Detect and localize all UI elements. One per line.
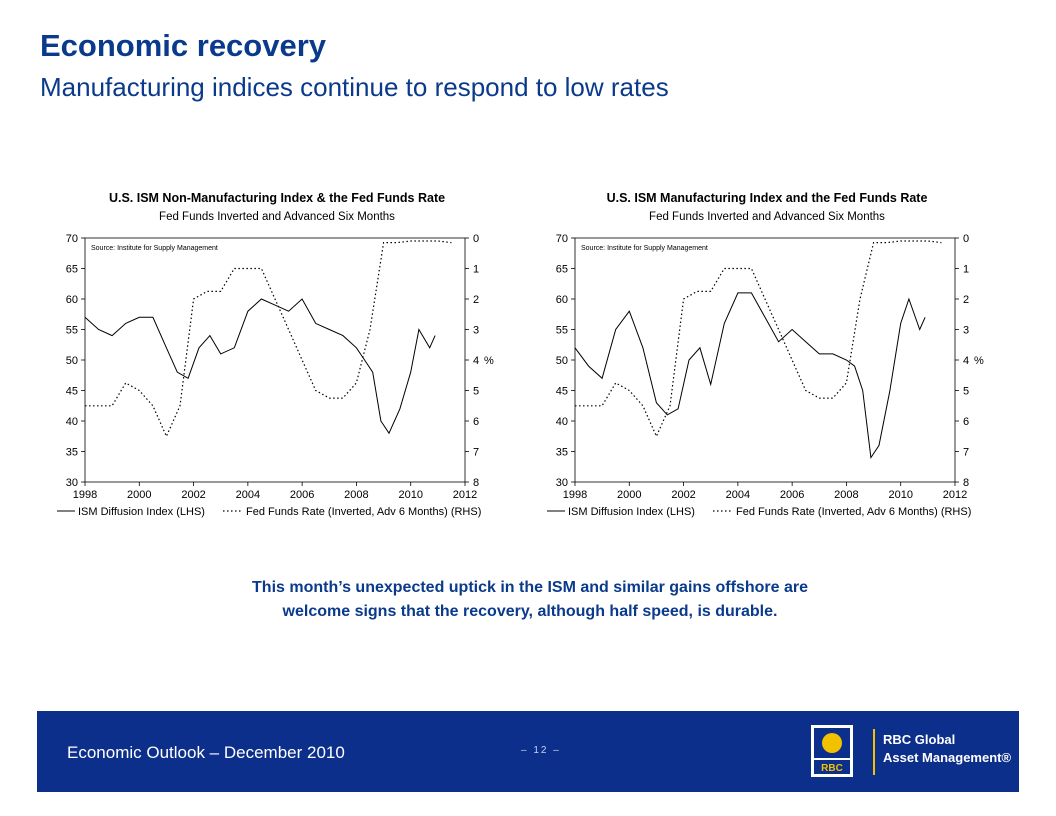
left-tick-label: 50 <box>556 355 568 367</box>
right-tick-label: 1 <box>963 264 969 276</box>
x-tick-label: 2006 <box>290 489 314 501</box>
right-tick-label: 5 <box>963 386 969 398</box>
right-tick-label: 4 <box>473 355 479 367</box>
right-tick-label: 7 <box>963 447 969 459</box>
ism-series-line <box>574 292 926 460</box>
right-tick-label: 8 <box>473 477 479 489</box>
right-tick-label: 2 <box>963 294 969 306</box>
source-note: Source: Institute for Supply Management <box>581 245 708 252</box>
x-tick-label: 2010 <box>888 489 912 501</box>
left-tick-label: 35 <box>556 447 568 459</box>
x-tick-label: 2000 <box>617 489 641 501</box>
legend-fed-label: Fed Funds Rate (Inverted, Adv 6 Months) … <box>246 506 481 518</box>
footer-text: Economic Outlook – December 2010 <box>67 743 345 762</box>
fed-funds-series-line <box>85 240 452 438</box>
x-tick-label: 2004 <box>236 489 260 501</box>
legend-fed-label: Fed Funds Rate (Inverted, Adv 6 Months) … <box>736 506 971 518</box>
logo-divider <box>873 729 875 775</box>
page-number: – 12 – <box>521 745 561 756</box>
source-note: Source: Institute for Supply Management <box>91 245 218 252</box>
chart-title: U.S. ISM Non-Manufacturing Index & the F… <box>109 191 445 205</box>
right-axis-unit: % <box>974 355 984 367</box>
legend-ism-label: ISM Diffusion Index (LHS) <box>568 506 695 518</box>
right-tick-label: 6 <box>473 416 479 428</box>
right-tick-label: 4 <box>963 355 969 367</box>
right-tick-label: 0 <box>963 233 969 245</box>
left-tick-label: 35 <box>66 447 78 459</box>
rbc-logo: RBC <box>811 725 853 777</box>
x-tick-label: 1998 <box>563 489 587 501</box>
right-tick-label: 7 <box>473 447 479 459</box>
right-axis-unit: % <box>484 355 494 367</box>
footer-bar: Economic Outlook – December 2010 – 12 – … <box>37 711 1019 792</box>
left-tick-label: 65 <box>556 264 568 276</box>
chart-subtitle: Fed Funds Inverted and Advanced Six Mont… <box>159 211 395 223</box>
logo-brand-text: RBC <box>821 763 843 774</box>
x-tick-label: 2002 <box>181 489 205 501</box>
right-tick-label: 0 <box>473 233 479 245</box>
plot-frame <box>574 237 956 483</box>
left-tick-label: 70 <box>66 233 78 245</box>
page-subtitle: Manufacturing indices continue to respon… <box>40 72 669 102</box>
manufacturing-chart: U.S. ISM Manufacturing Index and the Fed… <box>547 191 984 518</box>
fed-funds-series-line <box>575 240 942 438</box>
caption-text: This month’s unexpected uptick in the IS… <box>252 579 808 620</box>
legend-ism-label: ISM Diffusion Index (LHS) <box>78 506 205 518</box>
left-tick-label: 60 <box>556 294 568 306</box>
logo-line-2: Asset Management® <box>883 750 1012 765</box>
x-tick-label: 2012 <box>453 489 477 501</box>
chart-title: U.S. ISM Manufacturing Index and the Fed… <box>607 191 928 205</box>
logo-line-1: RBC Global <box>883 732 956 747</box>
x-tick-label: 2008 <box>834 489 858 501</box>
x-tick-label: 2012 <box>943 489 967 501</box>
left-tick-label: 40 <box>66 416 78 428</box>
left-tick-label: 45 <box>66 386 78 398</box>
x-tick-label: 2006 <box>780 489 804 501</box>
left-tick-label: 70 <box>556 233 568 245</box>
left-tick-label: 45 <box>556 386 568 398</box>
non-manufacturing-chart: U.S. ISM Non-Manufacturing Index & the F… <box>57 191 494 518</box>
x-tick-label: 2008 <box>344 489 368 501</box>
x-tick-label: 2000 <box>127 489 151 501</box>
right-tick-label: 2 <box>473 294 479 306</box>
left-tick-label: 65 <box>66 264 78 276</box>
right-tick-label: 8 <box>963 477 969 489</box>
right-tick-label: 5 <box>473 386 479 398</box>
x-tick-label: 2002 <box>671 489 695 501</box>
right-tick-label: 3 <box>473 325 479 337</box>
page-title: Economic recovery <box>40 28 327 63</box>
chart-subtitle: Fed Funds Inverted and Advanced Six Mont… <box>649 211 885 223</box>
left-tick-label: 50 <box>66 355 78 367</box>
right-tick-label: 1 <box>473 264 479 276</box>
x-tick-label: 1998 <box>73 489 97 501</box>
right-tick-label: 6 <box>963 416 969 428</box>
x-tick-label: 2010 <box>398 489 422 501</box>
x-tick-label: 2004 <box>726 489 750 501</box>
plot-frame <box>84 237 466 483</box>
right-tick-label: 3 <box>963 325 969 337</box>
left-tick-label: 30 <box>556 477 568 489</box>
left-tick-label: 30 <box>66 477 78 489</box>
left-tick-label: 40 <box>556 416 568 428</box>
ism-series-line <box>84 298 436 435</box>
logo-wordmark: RBC Global Asset Management® <box>883 731 1011 767</box>
left-tick-label: 60 <box>66 294 78 306</box>
left-tick-label: 55 <box>66 325 78 337</box>
left-tick-label: 55 <box>556 325 568 337</box>
